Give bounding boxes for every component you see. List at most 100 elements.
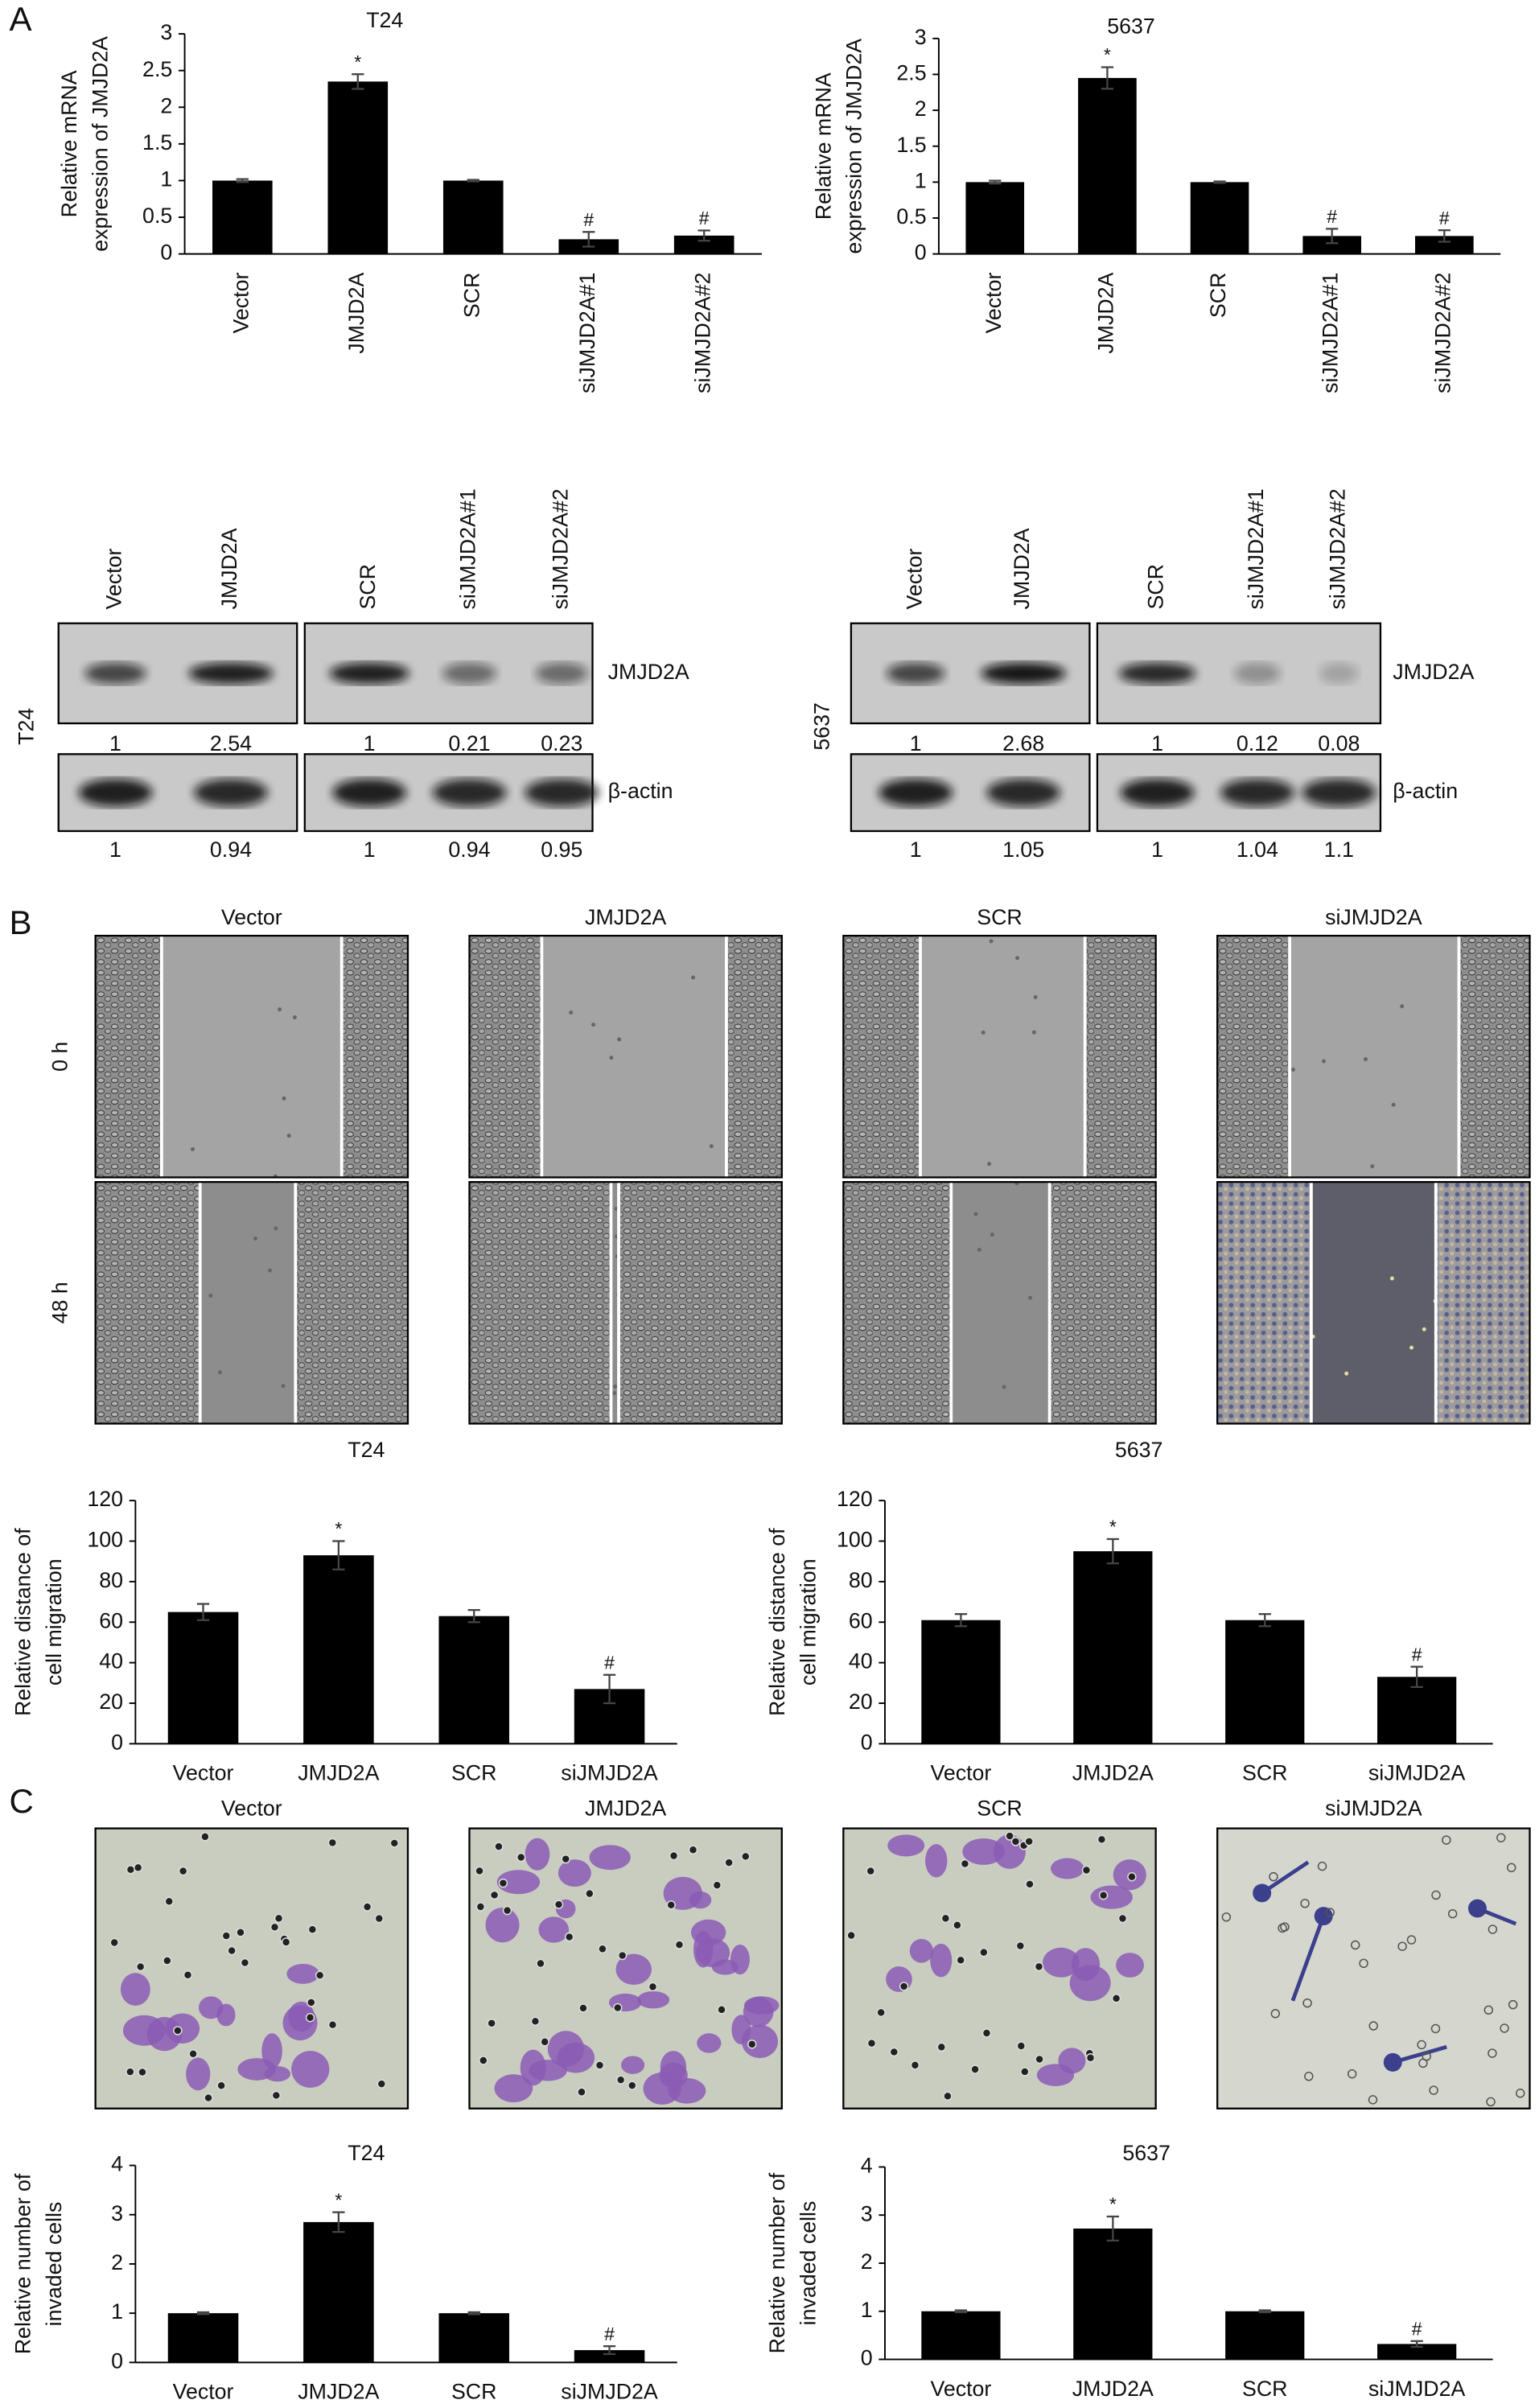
blot-band bbox=[1120, 778, 1195, 807]
stained-cell bbox=[1036, 2064, 1075, 2086]
blot-band bbox=[879, 778, 953, 807]
y-axis-label: Relative number of bbox=[765, 2172, 789, 2353]
debris bbox=[1391, 1102, 1396, 1107]
y-tick-label: 60 bbox=[99, 1608, 123, 1632]
lane-label: siJMJD2A#1 bbox=[1244, 488, 1268, 609]
stained-cell bbox=[637, 1990, 670, 2009]
x-tick-label: SCR bbox=[1242, 1761, 1288, 1785]
membrane-pore bbox=[327, 2019, 338, 2030]
bar bbox=[303, 2221, 374, 2363]
membrane-pore bbox=[1368, 2021, 1378, 2031]
debris bbox=[613, 1384, 618, 1389]
debris bbox=[286, 1134, 291, 1138]
panel-letter: B bbox=[10, 904, 32, 941]
chart-title: T24 bbox=[348, 1438, 385, 1462]
y-tick-label: 4 bbox=[861, 2154, 873, 2178]
band-quantification: 1.1 bbox=[1324, 838, 1354, 862]
blot-band bbox=[535, 662, 588, 685]
debris bbox=[1344, 1371, 1349, 1376]
membrane-pore bbox=[475, 1902, 486, 1912]
debris bbox=[609, 1056, 614, 1060]
micrograph-frame bbox=[842, 934, 1157, 1179]
stained-cell bbox=[589, 1845, 631, 1871]
x-tick-label: siJMJD2A bbox=[561, 1761, 658, 1785]
membrane-pore bbox=[204, 2093, 213, 2103]
y-axis-label: cell migration bbox=[42, 1558, 66, 1686]
stained-cell bbox=[742, 2024, 779, 2059]
band-quantification: 2.54 bbox=[210, 731, 252, 755]
wound-gap bbox=[951, 1182, 1050, 1424]
panel-letter: A bbox=[10, 0, 32, 38]
y-tick-label: 1 bbox=[160, 167, 172, 191]
error-bar bbox=[332, 2211, 345, 2233]
y-tick-label: 40 bbox=[849, 1649, 873, 1673]
blot-band bbox=[525, 778, 599, 807]
membrane-pore bbox=[109, 1937, 119, 1948]
x-tick-label: JMJD2A bbox=[344, 272, 368, 353]
membrane-pore bbox=[1024, 1837, 1034, 1846]
x-tick-label: siJMJD2A#2 bbox=[690, 273, 714, 393]
membrane-pore bbox=[617, 1950, 628, 1961]
membrane-pore bbox=[274, 1913, 284, 1924]
stained-cell bbox=[288, 2001, 315, 2032]
membrane-pore bbox=[595, 2060, 605, 2070]
membrane-pore bbox=[489, 1890, 500, 1900]
membrane-pore bbox=[1020, 2067, 1030, 2077]
y-axis-label: Relative distance of bbox=[11, 1528, 35, 1716]
membrane-pore bbox=[374, 1913, 385, 1924]
band-quantification: 1 bbox=[364, 731, 376, 755]
y-axis-label: expression of JMJD2A bbox=[842, 39, 866, 254]
chart-title: 5637 bbox=[1115, 1438, 1163, 1462]
lane-label: Vector bbox=[102, 549, 126, 610]
micrograph-frame bbox=[468, 1827, 783, 2110]
x-tick-label: JMJD2A bbox=[298, 1761, 379, 1785]
y-tick-label: 0.5 bbox=[142, 204, 172, 228]
y-axis-label: Relative mRNA bbox=[57, 70, 81, 217]
membrane-pore bbox=[615, 2075, 626, 2085]
band-quantification: 0.12 bbox=[1237, 731, 1278, 755]
debris bbox=[1031, 1030, 1036, 1035]
significance-mark: * bbox=[335, 2189, 342, 2210]
band-quantification: 1 bbox=[910, 731, 922, 755]
membrane-pore bbox=[126, 1865, 136, 1875]
cell-line-label: 5637 bbox=[810, 702, 834, 751]
y-tick-label: 1 bbox=[861, 2298, 873, 2322]
membrane-pore bbox=[133, 1863, 143, 1873]
debris bbox=[709, 1144, 714, 1149]
error-bar bbox=[332, 1540, 345, 1570]
x-tick-label: Vector bbox=[981, 273, 1006, 334]
blot-band bbox=[1302, 778, 1376, 807]
membrane-pore bbox=[1417, 2040, 1426, 2050]
stained-cell bbox=[1467, 1899, 1487, 1918]
error-bar bbox=[989, 179, 1002, 185]
y-tick-label: 1 bbox=[915, 168, 927, 192]
y-tick-label: 100 bbox=[87, 1528, 123, 1552]
blot-band bbox=[1234, 662, 1281, 685]
lane-label: SCR bbox=[356, 564, 380, 610]
significance-mark: # bbox=[1439, 208, 1450, 228]
stained-cell bbox=[1090, 1885, 1133, 1909]
membrane-pore bbox=[669, 1850, 679, 1861]
membrane-pore bbox=[236, 1928, 245, 1937]
membrane-pore bbox=[1516, 2089, 1525, 2098]
x-tick-label: Vector bbox=[173, 1761, 234, 1785]
bar bbox=[1302, 236, 1361, 254]
panel-letter: C bbox=[10, 1782, 34, 1820]
band-quantification: 2.68 bbox=[1002, 731, 1044, 755]
membrane-pore bbox=[1447, 1908, 1458, 1919]
membrane-pore bbox=[1488, 2048, 1497, 2058]
blot-band bbox=[329, 662, 409, 685]
protein-label: JMJD2A bbox=[1393, 660, 1474, 684]
membrane-pore bbox=[712, 1880, 722, 1890]
lane-label: siJMJD2A#2 bbox=[1325, 488, 1349, 609]
membrane-pore bbox=[866, 2038, 877, 2048]
membrane-pore bbox=[163, 1956, 172, 1966]
membrane-pore bbox=[1127, 1872, 1137, 1882]
micrograph-frame bbox=[1216, 934, 1531, 1179]
debris bbox=[278, 1007, 282, 1012]
band-quantification: 1.05 bbox=[1002, 838, 1044, 862]
membrane-pore bbox=[564, 1932, 574, 1942]
membrane-pore bbox=[1221, 1912, 1232, 1922]
y-tick-label: 2 bbox=[111, 2250, 123, 2274]
